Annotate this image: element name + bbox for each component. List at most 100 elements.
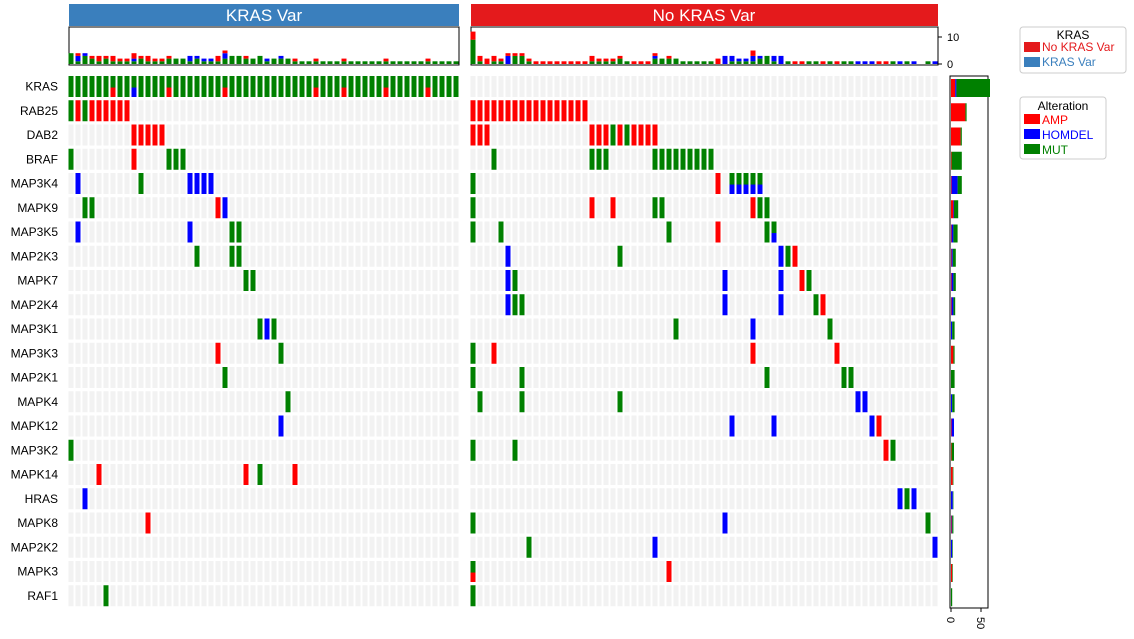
cell-empty <box>292 221 298 243</box>
cell-empty <box>313 245 319 267</box>
cell-empty <box>904 294 910 316</box>
cell-empty <box>526 76 532 97</box>
cell-empty <box>82 439 88 461</box>
cell-empty <box>138 585 144 607</box>
cell-empty <box>575 488 581 510</box>
cell-empty <box>96 245 102 267</box>
cell-empty <box>229 488 235 510</box>
cell-empty <box>918 270 924 291</box>
cell-empty <box>397 342 403 364</box>
cell-empty <box>666 294 672 316</box>
cell-empty <box>715 270 721 291</box>
cell-empty <box>194 197 200 219</box>
cell-empty <box>820 464 826 485</box>
cell-empty <box>596 488 602 510</box>
cell-empty <box>526 367 532 388</box>
cell-empty <box>596 512 602 534</box>
right-bar-amp <box>951 151 952 170</box>
cell-empty <box>932 488 938 510</box>
cell-empty <box>624 76 630 97</box>
cell-empty <box>708 585 714 607</box>
top-bar-homdel <box>771 55 777 62</box>
cell-empty <box>159 173 165 194</box>
cell-empty <box>659 124 665 146</box>
cell-empty <box>743 294 749 316</box>
cell-empty <box>194 124 200 146</box>
cell-empty <box>152 318 158 340</box>
cell-mut <box>432 76 438 97</box>
cell-empty <box>271 488 277 510</box>
cell-empty <box>110 221 116 243</box>
cell-empty <box>652 173 658 194</box>
cell-empty <box>512 197 518 219</box>
cell-empty <box>680 439 686 461</box>
cell-empty <box>673 512 679 534</box>
cell-empty <box>827 585 833 607</box>
cell-empty <box>603 391 609 413</box>
cell-empty <box>103 367 109 388</box>
cell-empty <box>743 342 749 364</box>
cell-empty <box>264 512 270 534</box>
cell-empty <box>645 270 651 291</box>
cell-empty <box>589 536 595 558</box>
right-bar-amp <box>951 273 952 291</box>
top-bar-mut <box>432 61 438 64</box>
cell-empty <box>848 488 854 510</box>
cell-mut <box>519 391 525 413</box>
cell-empty <box>757 245 763 267</box>
cell-empty <box>757 100 763 122</box>
cell-empty <box>701 415 707 437</box>
cell-empty <box>453 270 459 291</box>
cell-mut <box>159 76 165 97</box>
cell-empty <box>264 415 270 437</box>
cell-empty <box>411 367 417 388</box>
cell-empty <box>617 536 623 558</box>
cell-empty <box>519 221 525 243</box>
cell-empty <box>575 367 581 388</box>
cell-empty <box>201 294 207 316</box>
cell-empty <box>848 148 854 170</box>
cell-empty <box>327 391 333 413</box>
cell-empty <box>491 512 497 534</box>
cell-amp <box>575 100 581 122</box>
gene-label-mapk12: MAPK12 <box>11 419 59 433</box>
cell-empty <box>348 342 354 364</box>
cell-empty <box>575 415 581 437</box>
cell-empty <box>631 270 637 291</box>
cell-empty <box>561 124 567 146</box>
cell-empty <box>103 415 109 437</box>
cell-empty <box>778 367 784 388</box>
cell-empty <box>568 318 574 340</box>
cell-empty <box>257 561 263 582</box>
legend-alteration-swatch-mut <box>1024 144 1040 154</box>
top-bar-amp <box>75 53 81 56</box>
cell-empty <box>446 173 452 194</box>
cell-empty <box>904 439 910 461</box>
cell-empty <box>743 536 749 558</box>
cell-empty <box>470 391 476 413</box>
cell-empty <box>110 245 116 267</box>
cell-empty <box>96 439 102 461</box>
cell-empty <box>383 294 389 316</box>
cell-empty <box>453 439 459 461</box>
cell-mut <box>477 391 483 413</box>
cell-empty <box>848 391 854 413</box>
cell-empty <box>757 512 763 534</box>
top-bar-mut <box>236 55 242 64</box>
cell-empty <box>792 342 798 364</box>
cell-empty <box>208 585 214 607</box>
cell-empty <box>883 415 889 437</box>
cell-empty <box>159 585 165 607</box>
cell-empty <box>645 464 651 485</box>
legend-alteration-label-amp: AMP <box>1042 113 1068 127</box>
gene-label-map2k2: MAP2K2 <box>11 540 59 554</box>
cell-empty <box>540 76 546 97</box>
cell-empty <box>439 245 445 267</box>
cell-empty <box>117 415 123 437</box>
cell-empty <box>743 512 749 534</box>
cell-empty <box>285 221 291 243</box>
cell-empty <box>439 391 445 413</box>
cell-amp <box>491 100 497 122</box>
cell-empty <box>180 197 186 219</box>
cell-empty <box>484 536 490 558</box>
